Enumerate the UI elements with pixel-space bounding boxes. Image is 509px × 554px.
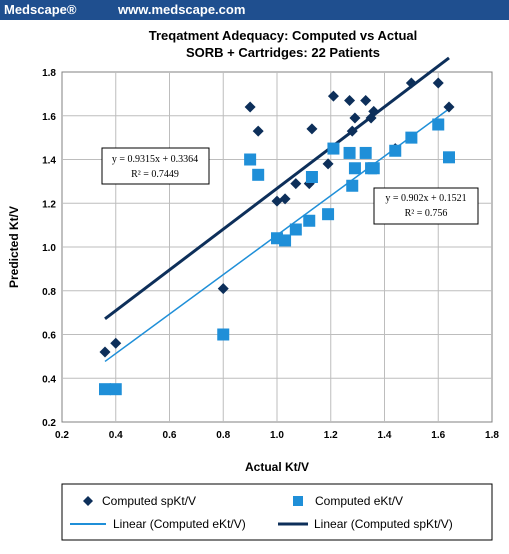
legend-ektv-marker	[293, 496, 303, 506]
y-tick-label: 1.0	[42, 243, 56, 254]
point-spktv	[244, 101, 256, 113]
x-tick-label: 1.6	[431, 430, 445, 441]
point-spktv	[432, 77, 444, 89]
point-ektv	[99, 383, 111, 396]
point-spktv	[368, 105, 380, 117]
point-spktv	[322, 158, 334, 170]
point-spktv	[99, 346, 111, 358]
point-spktv	[217, 283, 229, 295]
equation-box-ektv: y = 0.902x + 0.1521 R² = 0.756	[373, 187, 479, 225]
point-spktv	[110, 337, 122, 349]
equation-spktv: y = 0.9315x + 0.3364	[112, 154, 198, 165]
point-ektv	[405, 131, 418, 144]
chart-title: Treqatment Adequacy: Computed vs Actual	[149, 28, 417, 43]
point-ektv	[244, 153, 257, 166]
point-ektv	[348, 162, 361, 175]
legend-ektv-label: Computed eKt/V	[315, 494, 403, 508]
x-axis-label: Actual Kt/V	[245, 460, 309, 474]
point-ektv	[443, 151, 455, 164]
point-ektv	[432, 118, 445, 131]
x-tick-label: 0.2	[55, 430, 69, 441]
chart-subtitle: SORB + Cartridges: 22 Patients	[186, 45, 380, 60]
point-spktv	[290, 178, 302, 190]
legend-linear-ektv-label: Linear (Computed eKt/V)	[113, 517, 246, 531]
point-spktv	[327, 90, 339, 102]
point-spktv	[360, 94, 372, 106]
equation-ektv: y = 0.902x + 0.1521	[385, 193, 466, 204]
point-ektv	[327, 142, 340, 155]
site-url[interactable]: www.medscape.com	[118, 2, 246, 17]
y-tick-label: 0.8	[42, 287, 56, 298]
data-points	[99, 77, 455, 396]
y-tick-label: 1.8	[42, 68, 56, 79]
x-tick-label: 1.8	[485, 430, 499, 441]
point-ektv	[305, 171, 318, 183]
legend-spktv-label: Computed spKt/V	[102, 494, 196, 508]
y-tick-label: 0.4	[42, 374, 56, 385]
point-ektv	[367, 162, 380, 175]
equation-box-spktv: y = 0.9315x + 0.3364 R² = 0.7449	[101, 147, 210, 185]
r2-ektv: R² = 0.756	[405, 208, 448, 219]
point-ektv	[217, 328, 230, 341]
medscape-logo[interactable]: Medscape®	[4, 2, 77, 17]
point-ektv	[322, 208, 335, 221]
r2-spktv: R² = 0.7449	[131, 169, 179, 180]
legend: Computed spKt/V Computed eKt/V Linear (C…	[61, 483, 493, 541]
point-ektv	[252, 168, 265, 181]
y-tick-label: 1.4	[42, 156, 56, 167]
x-tick-label: 1.4	[378, 430, 392, 441]
y-axis-ticks: 0.2 0.4 0.6 0.8 1.0 1.2 1.4 1.6 1.8	[42, 68, 56, 429]
point-spktv	[344, 94, 356, 106]
point-ektv	[289, 223, 302, 236]
point-spktv	[346, 125, 358, 137]
point-ektv	[359, 146, 372, 159]
x-tick-label: 0.6	[163, 430, 177, 441]
point-spktv	[271, 195, 283, 207]
point-spktv	[405, 77, 417, 89]
point-ektv	[303, 214, 316, 227]
point-ektv	[343, 146, 356, 159]
y-tick-label: 0.2	[42, 418, 56, 429]
medscape-banner: Medscape® www.medscape.com	[0, 0, 509, 20]
x-axis-ticks: 0.2 0.4 0.6 0.8 1.0 1.2 1.4 1.6 1.8	[55, 430, 499, 441]
legend-linear-spktv-label: Linear (Computed spKt/V)	[314, 517, 453, 531]
point-spktv	[279, 193, 291, 205]
x-tick-label: 1.0	[270, 430, 284, 441]
point-ektv	[109, 383, 122, 396]
x-tick-label: 0.8	[216, 430, 230, 441]
point-ektv	[389, 144, 402, 157]
y-tick-label: 1.6	[42, 112, 56, 123]
x-tick-label: 1.2	[324, 430, 338, 441]
y-tick-label: 1.2	[42, 199, 56, 210]
point-ektv	[279, 234, 292, 247]
point-spktv	[252, 125, 264, 137]
x-tick-label: 0.4	[109, 430, 123, 441]
point-spktv	[306, 123, 318, 135]
y-axis-label: Predicted Kt/V	[7, 206, 21, 288]
y-tick-label: 0.6	[42, 331, 56, 342]
point-ektv	[346, 179, 359, 192]
point-spktv	[443, 101, 455, 113]
point-spktv	[349, 112, 361, 124]
trendline-spktv	[104, 56, 450, 321]
legend-spktv-marker	[83, 496, 93, 506]
